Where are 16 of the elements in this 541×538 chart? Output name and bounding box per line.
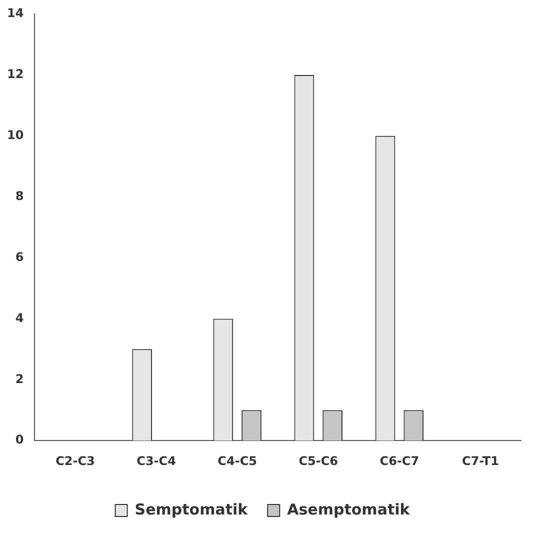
legend-label: Asemptomatik [287, 500, 411, 518]
x-tick-label: C6-C7 [380, 454, 420, 468]
legend-label: Semptomatik [134, 500, 249, 518]
y-tick-label: 0 [15, 432, 24, 447]
y-tick-label: 8 [15, 188, 24, 203]
y-tick-label: 10 [6, 128, 24, 142]
x-tick-label: C4-C5 [218, 454, 257, 468]
x-tick-label: C2-C3 [56, 454, 95, 468]
x-tick-label: C5-C6 [298, 454, 338, 468]
y-tick-label: 12 [6, 67, 24, 82]
y-tick-label: 2 [15, 372, 24, 386]
x-tick-label: C7-T1 [462, 454, 499, 468]
y-tick-label: 14 [6, 6, 24, 20]
x-tick-label: C3-C4 [136, 454, 176, 468]
y-tick-label: 4 [15, 310, 24, 325]
y-tick-label: 6 [15, 250, 24, 264]
